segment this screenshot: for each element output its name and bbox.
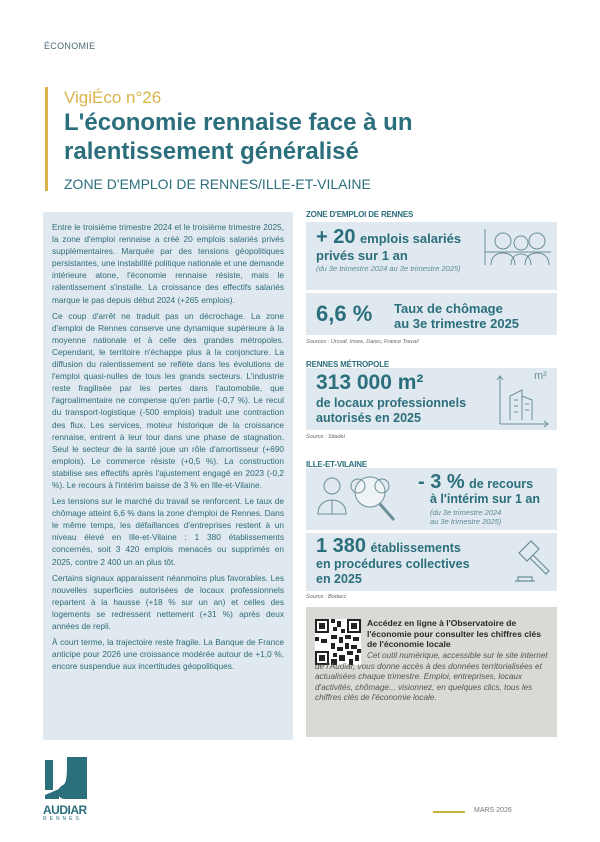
gavel-icon (515, 540, 550, 582)
issue-number: VigiÉco n°26 (64, 88, 162, 107)
qr-code-icon[interactable] (315, 619, 361, 665)
observatory-box: Accédez en ligne à l'Observatoire de l'é… (306, 607, 557, 737)
jobs-stat: + 20 emplois salariés privés sur 1 an (d… (306, 222, 557, 290)
surface-text-2: autorisés en 2025 (316, 411, 421, 425)
jobs-value: + 20 (316, 226, 356, 248)
audiar-logo-mark (45, 757, 87, 799)
logo-sub: RENNES (43, 816, 82, 822)
audiar-logo: AUDIAR RENNES (43, 757, 91, 822)
source: Source : Sitadel (306, 434, 345, 440)
failures-text-2: en procédures collectives (316, 557, 470, 571)
source: Source : Bodacc (306, 594, 347, 600)
surface-stat: 313 000 m² de locaux professionnels auto… (306, 368, 557, 430)
building-icon (496, 375, 549, 428)
section-label: ÉCONOMIE (44, 41, 96, 51)
m2-label: m² (534, 370, 547, 382)
paragraph: Les tensions sur le marché du travail se… (52, 496, 284, 567)
paragraph: Entre le troisième trimestre 2024 et le … (52, 222, 284, 305)
paragraph: Ce coup d'arrêt ne traduit pas un décroc… (52, 310, 284, 490)
jobs-text-2: privés sur 1 an (316, 248, 408, 263)
interim-value: - 3 % (418, 471, 465, 493)
logo-word: AUDIAR (43, 803, 87, 817)
unemployment-value: 6,6 % (316, 301, 373, 326)
interim-text-2: à l'intérim sur 1 an (430, 492, 540, 506)
unemployment-text-2: au 3e trimestre 2025 (394, 316, 520, 331)
magnifier-people-icon (317, 476, 396, 521)
paragraph: À court terme, la trajectoire reste frag… (52, 637, 284, 672)
zone-label: ZONE D'EMPLOI DE RENNES (306, 210, 414, 219)
surface-text: de locaux professionnels (316, 396, 467, 410)
jobs-text: emplois salariés (359, 231, 462, 246)
unemployment-text: Taux de chômage (394, 301, 503, 316)
observatory-text: Cet outil numérique, accessible sur le s… (315, 651, 548, 702)
page-title: L'économie rennaise face à un ralentisse… (64, 109, 413, 165)
failures-stat: 1 380 établissements en procédures colle… (306, 533, 557, 591)
ille-label: ILLE-ET-VILAINE (306, 460, 368, 469)
paragraph: Certains signaux apparaissent néanmoins … (52, 572, 284, 631)
failures-text: établissements (370, 541, 461, 555)
observatory-title: Accédez en ligne à l'Observatoire de l'é… (367, 618, 541, 649)
interim-stat: - 3 % de recours à l'intérim sur 1 an (d… (306, 468, 557, 530)
accent-bar (45, 87, 48, 191)
interim-text: de recours (469, 477, 534, 491)
failures-value: 1 380 (316, 535, 367, 557)
metro-label: RENNES MÉTROPOLE (306, 360, 390, 369)
people-icon (484, 229, 551, 266)
source: Sources : Urssaf, Insee, Dares, France T… (306, 339, 419, 345)
article-body: Entre le troisième trimestre 2024 et le … (43, 212, 293, 740)
interim-note: (du 3e trimestre 2024 (430, 508, 502, 517)
surface-value: 313 000 m² (316, 371, 424, 394)
failures-text-3: en 2025 (316, 572, 362, 586)
footer-accent-line (433, 811, 465, 813)
interim-note-2: au 3e trimestre 2025) (430, 517, 502, 526)
publication-date: MARS 2026 (474, 807, 512, 814)
unemployment-stat: 6,6 % Taux de chômage au 3e trimestre 20… (306, 293, 557, 335)
page-subtitle: ZONE D'EMPLOI DE RENNES/ILLE-ET-VILAINE (64, 176, 371, 192)
jobs-note: (du 3e trimestre 2024 au 3e trimestre 20… (316, 264, 461, 273)
